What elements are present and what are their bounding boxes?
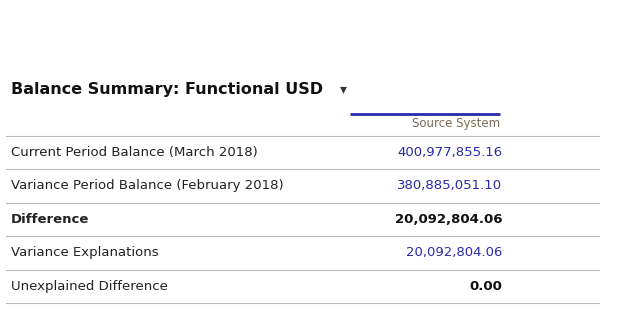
Text: 400,977,855.16: 400,977,855.16 <box>397 146 502 159</box>
Text: Difference: Difference <box>11 213 89 226</box>
Text: Balance Summary: Functional USD: Balance Summary: Functional USD <box>11 82 323 97</box>
Text: Unexplained Difference: Unexplained Difference <box>11 280 168 293</box>
Text: ▾: ▾ <box>340 82 347 96</box>
Text: Source System: Source System <box>412 117 500 130</box>
Text: Variance Period Balance (February 2018): Variance Period Balance (February 2018) <box>11 179 284 193</box>
Text: Variance Explanations: Variance Explanations <box>11 246 158 259</box>
Text: 380,885,051.10: 380,885,051.10 <box>397 179 502 193</box>
Text: 20,092,804.06: 20,092,804.06 <box>394 213 502 226</box>
Text: 20,092,804.06: 20,092,804.06 <box>405 246 502 259</box>
Text: Current Period Balance (March 2018): Current Period Balance (March 2018) <box>11 146 258 159</box>
Text: Variance Analysis: Variance Analysis <box>158 17 461 46</box>
Text: 0.00: 0.00 <box>469 280 502 293</box>
